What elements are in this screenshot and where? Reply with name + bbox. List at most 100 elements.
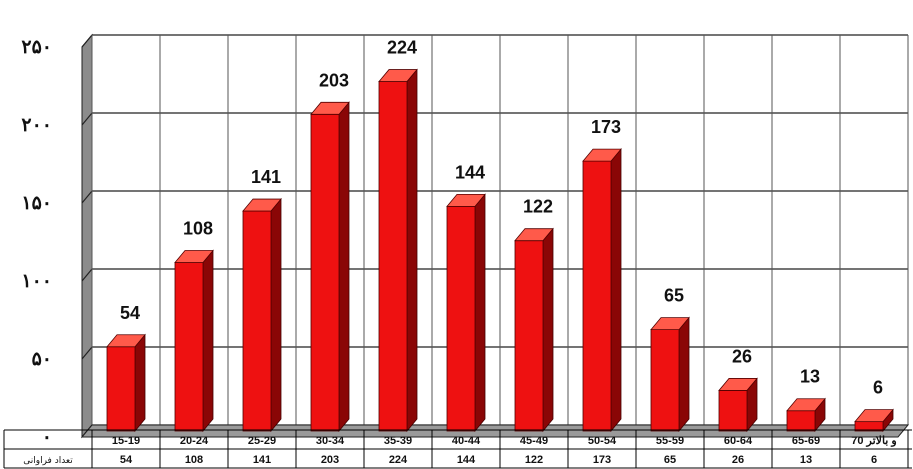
- bar-30-34: [310, 101, 350, 433]
- gridline-side: [81, 112, 93, 126]
- x-category-label: 20-24: [180, 435, 209, 447]
- gridline-side: [81, 346, 93, 360]
- table-value: 108: [185, 454, 203, 466]
- bar-side-face: [406, 68, 418, 433]
- bar-70 و بالاتر: [854, 408, 894, 433]
- bar-55-59: [650, 316, 690, 433]
- bar-side-face: [134, 333, 146, 433]
- table-value: 26: [732, 454, 744, 466]
- gridline-side: [81, 34, 93, 48]
- chart-back-wall: [81, 33, 93, 439]
- bar-front-face: [242, 210, 272, 432]
- bar-45-49: [514, 227, 554, 433]
- y-tick-label: ۱۰۰: [21, 271, 52, 292]
- y-tick-label: ۵۰: [32, 349, 52, 370]
- bar-top-face: [854, 409, 894, 423]
- data-label: 65: [664, 286, 684, 306]
- bar-front-face: [650, 329, 680, 432]
- data-label: 108: [183, 219, 213, 239]
- side-wall: [81, 33, 93, 439]
- bar-top-face: [582, 148, 622, 162]
- data-labels: 54 108 141 203 224 144 122 173 65 26 13 6: [120, 38, 883, 398]
- gridlines: [81, 34, 909, 438]
- bar-15-19: [106, 333, 146, 433]
- bar-top-face: [310, 101, 350, 115]
- bar-front-face: [174, 262, 204, 432]
- bar-top-face: [786, 398, 826, 412]
- bar-front-face: [786, 410, 816, 432]
- chart-floor: [80, 424, 910, 438]
- data-label: 173: [591, 117, 621, 137]
- bar-front-face: [582, 160, 612, 432]
- data-label: 203: [319, 70, 349, 90]
- table-value: 141: [253, 454, 271, 466]
- floor-plane: [80, 424, 910, 438]
- bar-60-64: [718, 377, 758, 433]
- table-value: 6: [871, 454, 877, 466]
- bar-side-face: [678, 316, 690, 433]
- y-tick-label: ۰: [42, 427, 52, 448]
- bar-front-face: [446, 205, 476, 432]
- bar-35-39: [378, 68, 418, 433]
- data-label: 26: [732, 346, 752, 366]
- data-label: 141: [251, 167, 281, 187]
- bars: [106, 68, 894, 433]
- x-category-label: 25-29: [248, 435, 276, 447]
- x-category-label: 65-69: [792, 435, 820, 447]
- bar-25-29: [242, 197, 282, 433]
- x-category-label: 50-54: [588, 435, 617, 447]
- y-tick-label: ۲۰۰: [21, 115, 52, 136]
- bar-top-face: [378, 69, 418, 82]
- table-value: 203: [321, 454, 339, 466]
- table-row-header: تعداد فراوانی: [23, 456, 73, 466]
- bar-side-face: [542, 227, 554, 433]
- x-category-label: 70 و بالاتر: [851, 435, 896, 447]
- table-value: 13: [800, 454, 812, 466]
- data-label: 6: [873, 378, 883, 398]
- x-category-label: 55-59: [656, 435, 684, 447]
- bar-front-face: [378, 81, 408, 432]
- bar-top-face: [514, 228, 554, 242]
- gridline-side: [81, 268, 93, 282]
- bar-front-face: [106, 346, 136, 432]
- bar-20-24: [174, 249, 214, 433]
- bar-65-69: [786, 397, 826, 433]
- bar-top-face: [650, 317, 690, 331]
- bar-front-face: [310, 113, 340, 432]
- bar-top-face: [718, 378, 758, 391]
- x-category-label: 30-34: [316, 435, 345, 447]
- bar-top-face: [446, 193, 486, 207]
- gridline-side: [81, 190, 93, 204]
- bar-top-face: [106, 334, 146, 348]
- x-category-label: 60-64: [724, 435, 753, 447]
- x-category-label: 35-39: [384, 435, 412, 447]
- bar-side-face: [270, 197, 282, 433]
- data-label: 224: [387, 38, 417, 58]
- bar-side-face: [202, 249, 214, 433]
- bar-side-face: [474, 193, 486, 433]
- table-value: 173: [593, 454, 611, 466]
- bar-front-face: [514, 240, 544, 432]
- data-label: 54: [120, 303, 140, 323]
- data-table: تعداد فراوانی 15-19 54 20-24 108 25-29 141 30-3…: [3, 429, 912, 469]
- bar-top-face: [174, 250, 214, 263]
- bar-side-face: [338, 101, 350, 433]
- data-label: 122: [523, 197, 553, 217]
- bar-side-face: [610, 148, 622, 433]
- y-axis-ticks: ۰ ۵۰ ۱۰۰ ۱۵۰ ۲۰۰ ۲۵۰: [21, 37, 52, 448]
- y-tick-label: ۱۵۰: [21, 193, 52, 214]
- x-category-label: 40-44: [452, 435, 481, 447]
- table-value: 122: [525, 454, 543, 466]
- y-tick-label: ۲۵۰: [21, 37, 52, 58]
- data-label: 144: [455, 162, 485, 182]
- bar-50-54: [582, 148, 622, 433]
- table-value: 224: [389, 454, 408, 466]
- bar-front-face: [718, 390, 748, 432]
- table-value: 65: [664, 454, 676, 466]
- bar-40-44: [446, 193, 486, 433]
- table-value: 144: [457, 454, 476, 466]
- x-category-label: 45-49: [520, 435, 548, 447]
- table-value: 54: [120, 454, 133, 466]
- data-label: 13: [800, 367, 820, 387]
